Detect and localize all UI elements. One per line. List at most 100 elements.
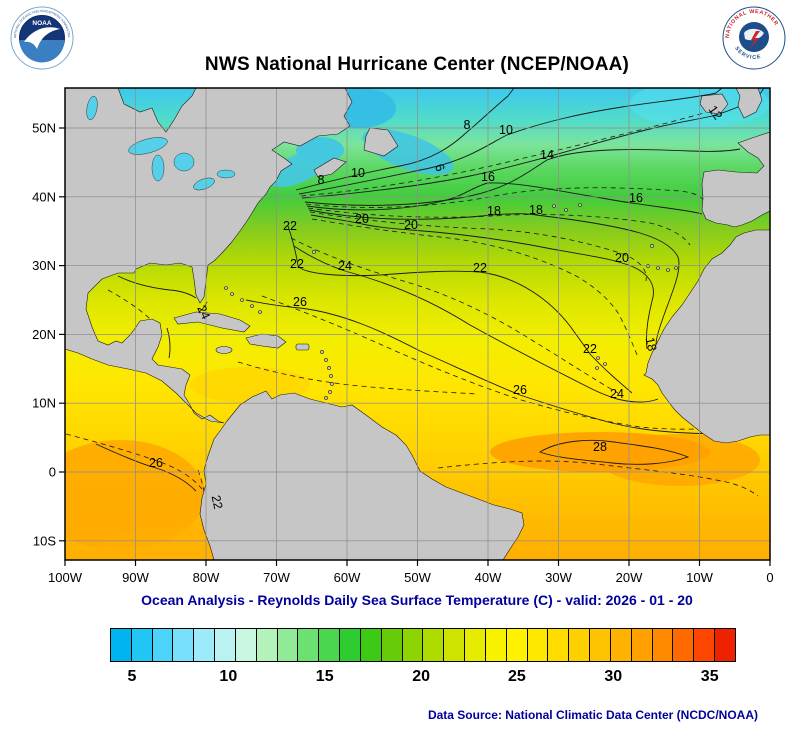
europe-iberia — [701, 131, 770, 228]
map-plot-area — [65, 88, 770, 560]
isotherm-lines-dashed — [65, 112, 759, 557]
lon-label: 20W — [616, 570, 643, 585]
colorbar-tick-label: 15 — [315, 668, 334, 685]
isotherm — [245, 299, 745, 435]
isotherm-label: 26 — [149, 456, 163, 470]
lat-label: 10N — [32, 396, 56, 411]
colorbar-cell — [319, 629, 341, 661]
colorbar-cell — [631, 629, 653, 661]
isotherm-label: 20 — [355, 212, 369, 226]
colorbar-cell — [569, 629, 591, 661]
lon-label: 40W — [475, 570, 502, 585]
colorbar-cell — [152, 629, 174, 661]
colorbar-cell — [173, 629, 195, 661]
isotherm — [287, 225, 633, 394]
nws-lightning-icon — [750, 31, 760, 49]
isotherm-label: 22 — [283, 219, 297, 233]
noaa-wordmark: NOAA — [32, 20, 51, 27]
isotherm-label: 24 — [610, 387, 624, 401]
isotherm-label: 26 — [513, 383, 527, 397]
isotherm-dashed — [305, 187, 705, 208]
isotherm-label: 22 — [290, 257, 304, 271]
madeira — [650, 244, 654, 248]
noaa-logo: NATIONAL OCEANIC AND ATMOSPHERIC ADMINIS… — [9, 3, 74, 70]
isotherm-lines-solid — [95, 88, 765, 549]
lon-label: 70W — [263, 570, 290, 585]
colorbar-cell — [673, 629, 695, 661]
colorbar-cell — [215, 629, 236, 661]
isotherm — [298, 88, 723, 195]
isotherm-label: 14 — [540, 148, 554, 162]
cape-verde — [595, 356, 607, 370]
bermuda — [312, 250, 316, 254]
map-subtitle: Ocean Analysis - Reynolds Daily Sea Surf… — [141, 592, 693, 608]
colorbar-tick-label: 30 — [604, 668, 623, 685]
lon-label: 30W — [545, 570, 572, 585]
lon-label: 60W — [334, 570, 361, 585]
colorbar-tick-label: 10 — [219, 668, 238, 685]
lat-label: 40N — [32, 189, 56, 204]
bahamas — [224, 286, 262, 314]
colorbar-cell — [715, 629, 735, 661]
isotherm — [95, 443, 197, 492]
lon-label: 80W — [193, 570, 220, 585]
colorbar-cell — [298, 629, 320, 661]
lat-label: 20N — [32, 327, 56, 342]
isotherm-label: 18 — [487, 204, 501, 218]
axis-tick-marks — [59, 127, 771, 566]
colorbar-cell — [444, 629, 466, 661]
isotherm — [308, 209, 680, 373]
isotherm-label: 22 — [209, 494, 226, 511]
colorbar — [110, 628, 736, 662]
colorbar-cell — [235, 629, 257, 661]
colorbar-cell — [590, 629, 611, 661]
lat-label: 30N — [32, 258, 56, 273]
isotherm-label: 20 — [404, 218, 418, 232]
colorbar-tick-label: 20 — [412, 668, 431, 685]
isotherm — [538, 439, 690, 465]
colorbar-tick-label: 5 — [127, 668, 137, 685]
nws-logo: NATIONAL WEATHER SERVICE — [722, 6, 786, 70]
latitude-labels: 50N 40N 30N 20N 10N 0 10S — [32, 121, 56, 549]
isotherm-dashed — [437, 460, 759, 497]
colorbar-cell — [506, 629, 528, 661]
isotherm — [293, 245, 659, 403]
noaa-emblem-sea — [19, 40, 65, 63]
colorbar-cell — [694, 629, 716, 661]
isotherm-label: 10 — [499, 123, 513, 137]
colorbar-cell — [465, 629, 486, 661]
isotherm-label: 24 — [338, 259, 352, 273]
noaa-seagull-icon — [24, 27, 60, 49]
isotherm-dashed — [65, 433, 203, 490]
isotherm-dashed — [290, 237, 619, 394]
isotherm-label: 22 — [583, 342, 597, 356]
lesser-antilles — [320, 350, 334, 400]
colorbar-cell — [548, 629, 570, 661]
isotherm-value-labels: 8 10 12 14 6 16 16 8 10 22 20 20 18 18 22 24 22 20 26 24 22 1… — [149, 103, 725, 510]
nws-logo-image: NATIONAL WEATHER SERVICE — [722, 6, 786, 70]
isotherm-dashed — [237, 361, 479, 395]
isotherm — [117, 275, 197, 299]
page-title: NWS National Hurricane Center (NCEP/NOAA… — [204, 54, 630, 75]
isotherm-label: 8 — [318, 173, 325, 187]
isotherm-label: 16 — [629, 191, 643, 205]
azores — [552, 203, 582, 212]
colorbar-cell — [652, 629, 674, 661]
isotherm-label: 22 — [473, 261, 487, 275]
jamaica — [215, 346, 233, 354]
data-source: Data Source: National Climatic Data Cent… — [427, 708, 758, 722]
lon-label: 90W — [122, 570, 149, 585]
colorbar-tick-label: 25 — [507, 668, 526, 685]
colorbar-cell — [111, 629, 132, 661]
isotherm-label: 16 — [481, 170, 495, 184]
isotherm — [166, 327, 171, 359]
lon-label: 100W — [48, 570, 83, 585]
colorbar-cell — [610, 629, 632, 661]
colorbar-cell — [131, 629, 153, 661]
lon-label: 10W — [686, 570, 713, 585]
isotherm-dashed — [307, 207, 691, 246]
isotherm-label: 8 — [464, 118, 471, 132]
isotherm-label: 6 — [432, 162, 448, 173]
isotherm-dashed — [311, 218, 639, 358]
isotherm — [310, 214, 654, 350]
